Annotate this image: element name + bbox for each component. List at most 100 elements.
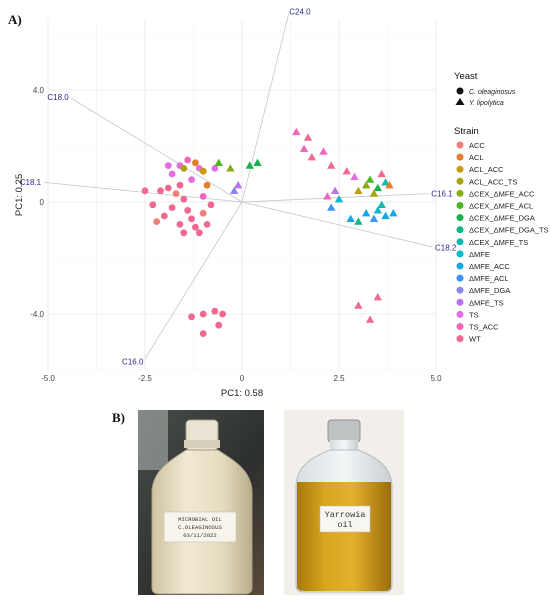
- data-point-circle: [211, 307, 219, 315]
- strain-legend-label: ΔMFE_ACL: [469, 274, 509, 283]
- data-point-triangle: [373, 206, 382, 214]
- y-axis-label: PC1: 0.25: [14, 174, 25, 216]
- loading-label: C16.0: [122, 357, 144, 366]
- data-point-circle: [180, 195, 188, 203]
- data-point-circle: [168, 204, 176, 212]
- yarrowia-oil-label-line: oil: [337, 520, 352, 530]
- data-point-circle: [141, 187, 149, 195]
- strain-legend-label: ACL_ACC_TS: [469, 177, 517, 186]
- data-point-triangle: [377, 200, 386, 208]
- strain-legend-label: ΔMFE_TS: [469, 298, 504, 307]
- loading-arrow: [144, 201, 243, 360]
- data-point-triangle: [334, 195, 344, 203]
- data-point-circle: [215, 321, 223, 329]
- strain-legend-label: ΔCEX_ΔMFE_DGA_TS: [469, 226, 549, 235]
- data-point-triangle: [365, 315, 375, 323]
- data-point-circle: [199, 330, 207, 337]
- loading-arrow: [71, 98, 243, 203]
- data-point-circle: [203, 181, 211, 189]
- data-point-triangle: [319, 147, 328, 155]
- data-point-circle: [168, 170, 176, 178]
- data-point-triangle: [373, 293, 382, 301]
- loading-label: C18.2: [435, 243, 457, 252]
- data-point-triangle: [226, 164, 235, 172]
- microbial-oil-label-line: 03/11/2022: [183, 532, 217, 539]
- data-point-circle: [219, 310, 227, 318]
- data-point-circle: [184, 156, 192, 164]
- data-point-triangle: [369, 189, 379, 197]
- x-tick-label: -5.0: [41, 374, 55, 383]
- strain-legend: ACC ACL ACL_ACC ACL_ACC_TS ΔCEX_ΔMFE_ACC ΔCEX…: [456, 141, 549, 344]
- data-point-triangle: [230, 186, 239, 194]
- data-point-triangle: [381, 211, 390, 220]
- data-point-triangle: [303, 133, 313, 141]
- data-point-circle: [172, 190, 180, 198]
- strain-legend-label: ΔCEX_ΔMFE_TS: [469, 238, 528, 247]
- data-point-triangle: [299, 144, 309, 152]
- data-point-circle: [199, 193, 207, 200]
- data-point-circle: [176, 181, 184, 189]
- data-point-circle: [157, 187, 164, 195]
- strain-color-key: [456, 262, 464, 270]
- strain-color-key: [456, 165, 464, 173]
- data-point-triangle: [354, 186, 363, 194]
- yeast-legend-label: Y. lipolytica: [469, 100, 504, 107]
- strain-color-key: [456, 335, 464, 343]
- data-point-circle: [149, 201, 157, 209]
- data-point-circle: [188, 176, 195, 184]
- strain-color-key: [456, 310, 464, 318]
- y-tick-label: -4.0: [30, 310, 44, 319]
- loading-label: C18.0: [47, 93, 69, 102]
- y-tick-label: 0: [40, 198, 45, 207]
- data-point-circle: [180, 165, 188, 172]
- microbial-oil-label-line: C.OLEAGINOSUS: [178, 524, 222, 531]
- strain-legend-label: WT: [469, 335, 481, 344]
- data-point-triangle: [350, 172, 359, 180]
- data-point-triangle: [346, 214, 355, 222]
- strain-legend-label: ΔCEX_ΔMFE_ACL: [469, 202, 533, 211]
- strain-color-key: [456, 274, 464, 282]
- data-point-circle: [195, 229, 203, 237]
- strain-color-key: [456, 250, 464, 258]
- data-point-circle: [164, 184, 172, 192]
- data-point-circle: [153, 218, 161, 226]
- strain-color-key: [456, 214, 464, 222]
- strain-legend-label: TS: [469, 310, 479, 319]
- data-point-circle: [211, 165, 219, 172]
- loading-arrow: [241, 14, 289, 203]
- data-point-circle: [192, 223, 199, 231]
- data-point-triangle: [327, 161, 336, 169]
- strain-color-key: [456, 189, 464, 197]
- strain-color-key: [456, 141, 464, 149]
- data-point-triangle: [389, 209, 398, 217]
- strain-legend-label: ΔMFE_ACC: [469, 262, 510, 271]
- strain-color-key: [456, 238, 464, 246]
- data-point-circle: [164, 162, 172, 170]
- data-points: [141, 127, 398, 337]
- data-point-triangle: [385, 181, 394, 189]
- x-axis-label: PC1: 0.58: [221, 388, 263, 399]
- data-point-triangle: [214, 158, 223, 166]
- data-point-circle: [161, 212, 168, 220]
- x-tick-label: 0: [240, 374, 245, 383]
- data-point-triangle: [354, 217, 363, 225]
- strain-legend-label: ACL_ACC: [469, 165, 504, 174]
- data-point-triangle: [377, 169, 386, 178]
- strain-legend-label: TS_ACC: [469, 323, 499, 332]
- strain-legend-label: ΔMFE_DGA: [469, 286, 510, 295]
- strain-legend-title: Strain: [454, 126, 479, 137]
- panel-b-label: B): [112, 410, 125, 425]
- data-point-triangle: [361, 181, 371, 189]
- yeast-legend-title: Yeast: [454, 71, 478, 82]
- data-point-triangle: [369, 214, 379, 222]
- data-point-triangle: [245, 161, 254, 169]
- legend: Yeast C. oleaginosus Y. lipolytica Strain…: [454, 71, 549, 344]
- pca-plot: C24.0 C18.0 C18.1 C16.1 C18.2 C16.0 -5.0 -2.5 0…: [14, 7, 457, 399]
- microbial-oil-label-line: MICROBIAL OIL: [178, 516, 222, 523]
- data-point-circle: [192, 159, 199, 167]
- x-tick-label: 2.5: [333, 374, 345, 383]
- circle-shape-key: [456, 87, 464, 95]
- loading-label: C16.1: [431, 189, 453, 198]
